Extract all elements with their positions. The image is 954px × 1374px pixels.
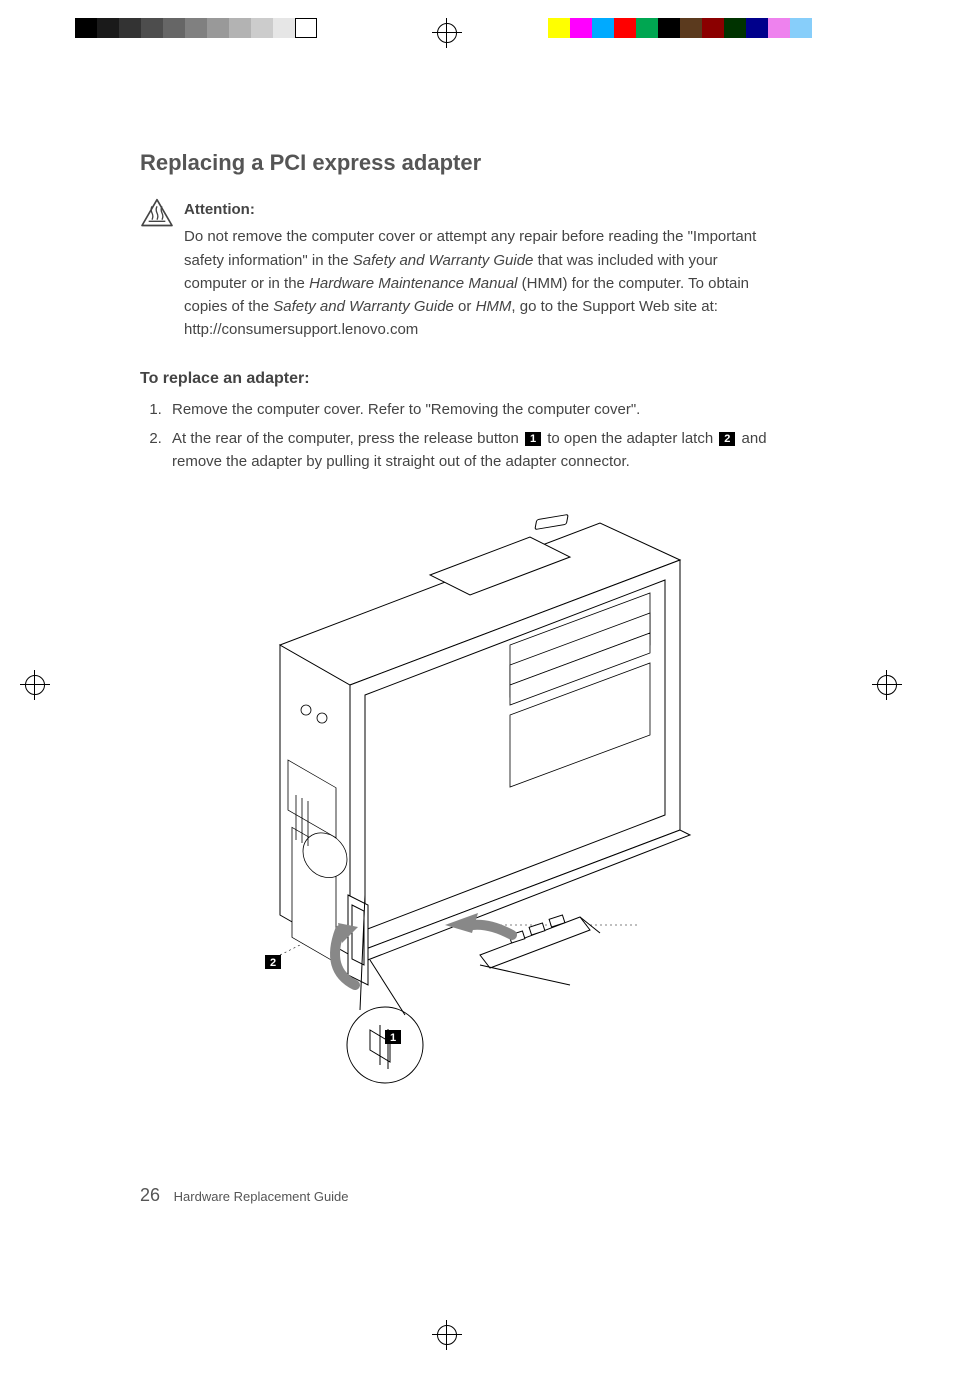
swatch	[724, 18, 746, 38]
hot-surface-warning-icon	[140, 198, 184, 342]
svg-text:2: 2	[270, 957, 276, 969]
swatch	[75, 18, 97, 38]
page-footer: 26 Hardware Replacement Guide	[140, 1185, 349, 1206]
page-content: Replacing a PCI express adapter Attentio…	[140, 150, 780, 1085]
svg-text:1: 1	[390, 1032, 396, 1044]
swatch	[658, 18, 680, 38]
swatch	[295, 18, 317, 38]
registration-mark-icon	[432, 18, 462, 48]
callout-number-2: 2	[719, 432, 735, 446]
swatch	[251, 18, 273, 38]
section-heading: Replacing a PCI express adapter	[140, 150, 780, 176]
swatch	[163, 18, 185, 38]
step-item: Remove the computer cover. Refer to "Rem…	[166, 398, 780, 421]
swatch	[548, 18, 570, 38]
attention-block: Attention: Do not remove the computer co…	[140, 198, 780, 342]
grayscale-color-bar	[75, 18, 317, 38]
swatch	[614, 18, 636, 38]
swatch	[185, 18, 207, 38]
attention-label: Attention:	[184, 198, 780, 221]
swatch	[680, 18, 702, 38]
computer-case-figure: 21	[210, 485, 750, 1085]
attention-text: Attention: Do not remove the computer co…	[184, 198, 780, 342]
swatch	[768, 18, 790, 38]
swatch	[273, 18, 295, 38]
swatch	[97, 18, 119, 38]
page-number: 26	[140, 1185, 160, 1205]
process-color-bar	[548, 18, 812, 38]
swatch	[790, 18, 812, 38]
registration-mark-icon	[20, 670, 50, 700]
swatch	[702, 18, 724, 38]
swatch	[141, 18, 163, 38]
swatch	[229, 18, 251, 38]
registration-mark-icon	[432, 1320, 462, 1350]
callout-number-1: 1	[525, 432, 541, 446]
step-item: At the rear of the computer, press the r…	[166, 427, 780, 474]
swatch	[636, 18, 658, 38]
swatch	[207, 18, 229, 38]
swatch	[570, 18, 592, 38]
procedure-steps: Remove the computer cover. Refer to "Rem…	[140, 398, 780, 474]
footer-title: Hardware Replacement Guide	[174, 1189, 349, 1204]
registration-mark-icon	[872, 670, 902, 700]
procedure-subheading: To replace an adapter:	[140, 370, 780, 388]
swatch	[746, 18, 768, 38]
swatch	[119, 18, 141, 38]
swatch	[592, 18, 614, 38]
